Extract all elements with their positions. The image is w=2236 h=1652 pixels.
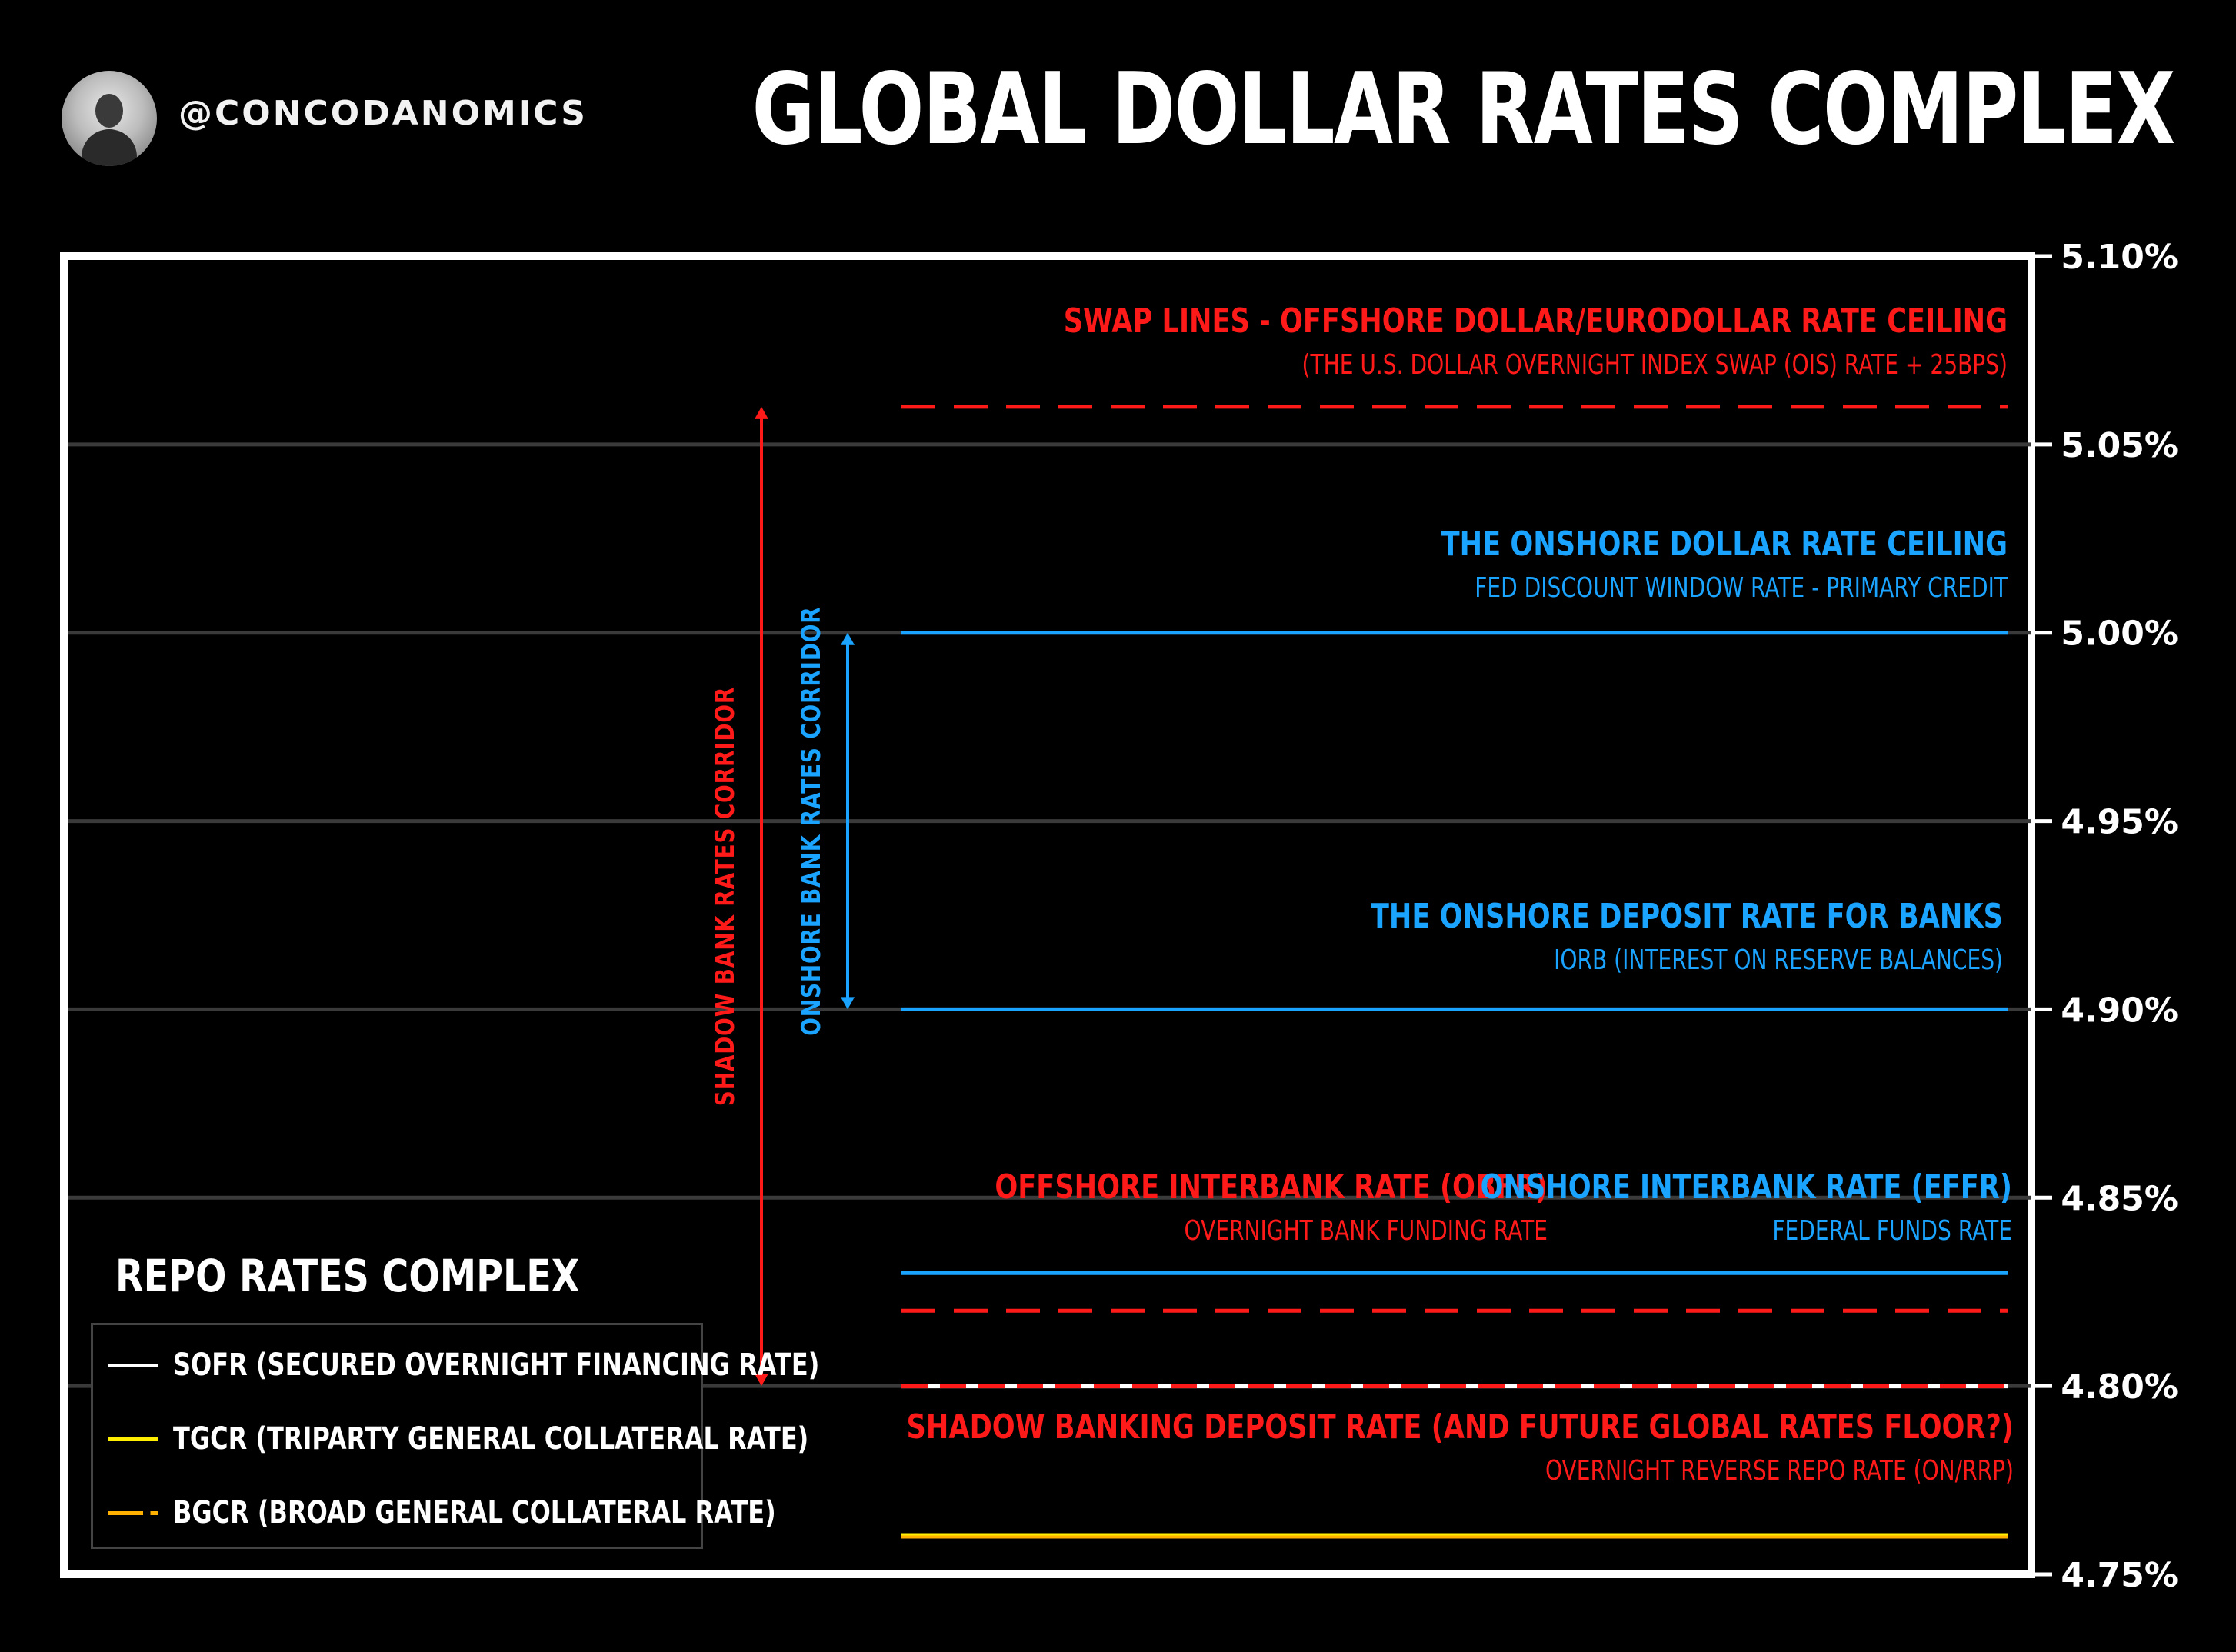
legend: SOFR (SECURED OVERNIGHT FINANCING RATE) … <box>91 1323 819 1549</box>
annotation-subtitle-1: FED DISCOUNT WINDOW RATE - PRIMARY CREDI… <box>1475 571 2008 604</box>
annotation-title-3: OFFSHORE INTERBANK RATE (OBFR) <box>995 1167 1548 1207</box>
chart-frame <box>60 252 2035 1578</box>
annotation-title-5: SHADOW BANKING DEPOSIT RATE (AND FUTURE … <box>907 1407 2014 1447</box>
annotation-title-2: THE ONSHORE DEPOSIT RATE FOR BANKS <box>1371 897 2003 936</box>
y-tick-label-1: 5.05% <box>2061 426 2178 465</box>
annotation-subtitle-2: IORB (INTEREST ON RESERVE BALANCES) <box>1554 944 2003 976</box>
corridor-label-0: SHADOW BANK RATES CORRIDOR <box>710 687 740 1106</box>
annotation-subtitle-4: FEDERAL FUNDS RATE <box>1772 1214 2012 1247</box>
annotation-subtitle-5: OVERNIGHT REVERSE REPO RATE (ON/RRP) <box>1545 1454 2014 1487</box>
avatar <box>62 71 157 166</box>
author-handle: @CONCODANOMICS <box>178 94 588 133</box>
legend-item-tgcr: TGCR (TRIPARTY GENERAL COLLATERAL RATE) <box>108 1416 968 1462</box>
annotation-subtitle-0: (THE U.S. DOLLAR OVERNIGHT INDEX SWAP (O… <box>1301 348 2008 381</box>
y-tick-label-4: 4.90% <box>2061 991 2178 1030</box>
legend-label-sofr: SOFR (SECURED OVERNIGHT FINANCING RATE) <box>173 1347 820 1383</box>
annotation-title-4: ONSHORE INTERBANK RATE (EFFR) <box>1481 1167 2012 1207</box>
legend-swatch-sofr <box>108 1363 158 1367</box>
y-tick-label-3: 4.95% <box>2061 803 2178 842</box>
avatar-head <box>95 94 123 128</box>
legend-title: REPO RATES COMPLEX <box>115 1250 580 1302</box>
y-tick-label-0: 5.10% <box>2061 238 2178 277</box>
y-tick-label-6: 4.80% <box>2061 1367 2178 1407</box>
page-title: GLOBAL DOLLAR RATES COMPLEX <box>751 52 2176 167</box>
corridor-arrow-bottom-0 <box>755 1374 768 1387</box>
legend-label-bgcr: BGCR (BROAD GENERAL COLLATERAL RATE) <box>173 1495 776 1530</box>
annotation-subtitle-3: OVERNIGHT BANK FUNDING RATE <box>1185 1214 1548 1247</box>
legend-item-sofr: SOFR (SECURED OVERNIGHT FINANCING RATE) <box>108 1342 981 1388</box>
annotation-title-0: SWAP LINES - OFFSHORE DOLLAR/EURODOLLAR … <box>1064 301 2008 341</box>
legend-swatch-tgcr <box>108 1437 158 1441</box>
legend-label-tgcr: TGCR (TRIPARTY GENERAL COLLATERAL RATE) <box>173 1421 809 1457</box>
y-tick-label-7: 4.75% <box>2061 1556 2178 1595</box>
corridor-arrow-top-1 <box>841 632 855 645</box>
y-tick-label-5: 4.85% <box>2061 1179 2178 1218</box>
legend-swatch-bgcr <box>108 1510 158 1515</box>
corridor-arrow-bottom-1 <box>841 997 855 1010</box>
y-tick-label-2: 5.00% <box>2061 615 2178 654</box>
legend-item-bgcr: BGCR (BROAD GENERAL COLLATERAL RATE) <box>108 1490 927 1536</box>
corridor-arrow-top-0 <box>755 406 768 419</box>
corridor-label-1: ONSHORE BANK RATES CORRIDOR <box>796 606 826 1035</box>
annotation-title-1: THE ONSHORE DOLLAR RATE CEILING <box>1441 525 2008 564</box>
